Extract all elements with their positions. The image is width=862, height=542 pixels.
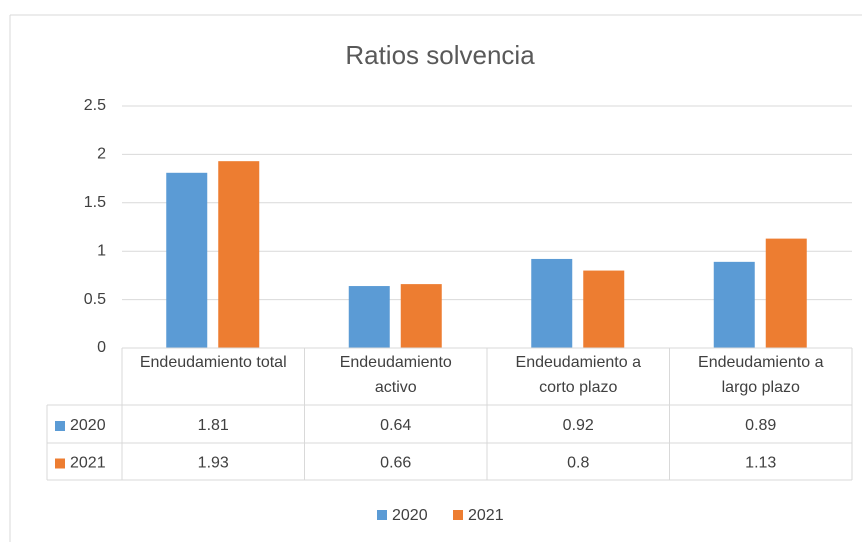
table-value: 1.81 — [198, 417, 229, 434]
table-value: 0.89 — [745, 417, 776, 434]
y-tick-label: 2 — [97, 146, 106, 163]
table-series-name: 2020 — [70, 417, 106, 434]
x-tick-label: Endeudamiento a largo plazo — [698, 354, 824, 396]
bar — [348, 286, 390, 348]
table-value: 0.64 — [380, 417, 411, 434]
table-value: 0.66 — [380, 455, 411, 472]
legend-label: 2020 — [392, 507, 428, 524]
bar — [166, 172, 208, 348]
table-value: 1.13 — [745, 455, 776, 472]
table-legend-key — [55, 458, 65, 469]
x-tick-label: Endeudamiento a corto plazo — [515, 354, 641, 396]
y-tick-label: 0.5 — [84, 291, 106, 308]
table-value: 1.93 — [198, 455, 229, 472]
x-tick-label: Endeudamiento activo — [339, 354, 452, 396]
chart-title: Ratios solvencia — [345, 40, 535, 70]
table-series-name: 2021 — [70, 455, 106, 472]
bar — [765, 238, 807, 348]
bar — [218, 161, 260, 348]
y-tick-label: 1.5 — [84, 194, 106, 211]
legend-key — [377, 510, 387, 520]
y-tick-label: 2.5 — [84, 97, 106, 114]
table-legend-key — [55, 421, 65, 431]
y-tick-label: 0 — [97, 339, 106, 356]
legend-key — [453, 510, 463, 520]
y-tick-label: 1 — [97, 242, 106, 259]
table-value: 0.8 — [567, 455, 589, 472]
legend-label: 2021 — [468, 507, 504, 524]
bar — [713, 261, 755, 348]
table-value: 0.92 — [563, 417, 594, 434]
bar — [400, 284, 442, 348]
bar — [583, 270, 625, 348]
x-tick-label: Endeudamiento total — [139, 354, 287, 371]
bar — [531, 258, 573, 348]
